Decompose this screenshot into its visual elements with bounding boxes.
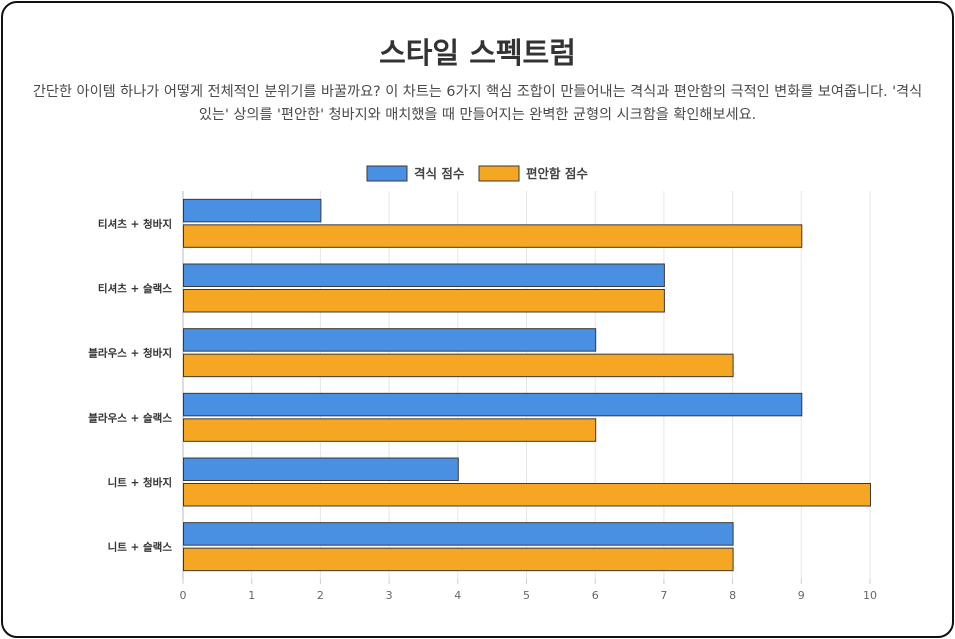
category-label: 블라우스 + 슬랙스: [88, 411, 172, 424]
x-tick-label: 1: [248, 589, 255, 602]
legend-label-formality: 격식 점수: [414, 166, 465, 181]
x-tick-label: 3: [386, 589, 393, 602]
bar-formality: [183, 328, 597, 352]
bar-formality: [183, 457, 459, 481]
legend-label-comfort: 편안함 점수: [526, 166, 588, 181]
bar-formality: [183, 392, 803, 417]
bar-comfort: [183, 353, 734, 378]
category-label: 티셔츠 + 청바지: [98, 217, 172, 230]
x-tick-label: 9: [798, 589, 805, 602]
bar-formality: [183, 198, 322, 223]
bar-comfort: [183, 483, 871, 507]
x-tick-label: 2: [317, 589, 324, 602]
x-tick-label: 0: [180, 589, 187, 602]
x-tick-label: 10: [863, 589, 877, 602]
x-tick-label: 6: [592, 589, 599, 602]
bar-comfort: [183, 547, 734, 572]
bar-formality: [183, 522, 734, 546]
category-label: 티셔츠 + 슬랙스: [98, 282, 172, 295]
page-subtitle: 간단한 아이템 하나가 어떻게 전체적인 분위기를 바꿀까요? 이 차트는 6가…: [32, 84, 923, 123]
bar-comfort: [183, 289, 665, 313]
legend-swatch-formality: [366, 165, 408, 182]
category-label: 니트 + 청바지: [108, 476, 172, 489]
legend-swatch-comfort: [478, 165, 520, 182]
x-tick-label: 7: [660, 589, 667, 602]
x-tick-label: 4: [454, 589, 461, 602]
page-title: 스타일 스펙트럼: [379, 36, 576, 70]
category-label: 블라우스 + 청바지: [88, 347, 172, 360]
category-label: 니트 + 슬랙스: [108, 541, 173, 554]
bar-formality: [183, 263, 665, 287]
bar-comfort: [183, 418, 597, 442]
x-tick-label: 5: [523, 589, 530, 602]
bar-comfort: [183, 224, 803, 248]
x-tick-label: 8: [729, 589, 736, 602]
